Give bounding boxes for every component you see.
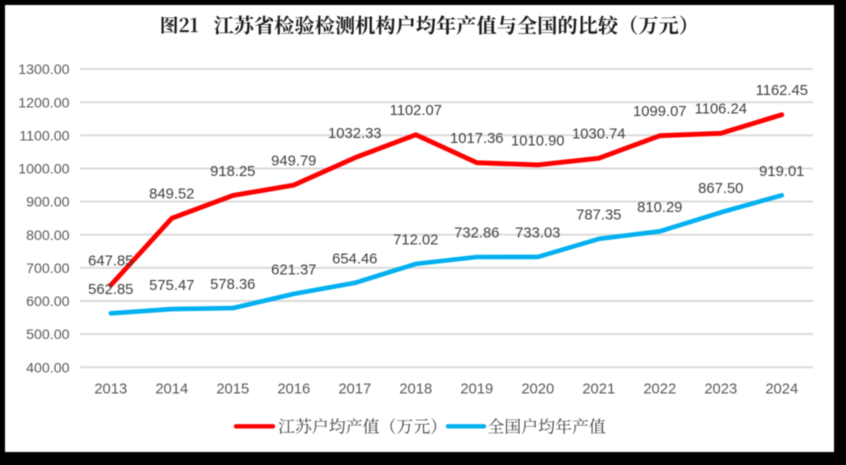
svg-text:1200.00: 1200.00 [18, 95, 69, 111]
svg-text:2017: 2017 [338, 381, 371, 397]
svg-text:800.00: 800.00 [26, 228, 70, 244]
svg-text:712.02: 712.02 [393, 233, 438, 249]
svg-text:1030.74: 1030.74 [572, 127, 626, 143]
svg-text:654.46: 654.46 [332, 252, 377, 268]
svg-text:2022: 2022 [643, 381, 676, 397]
svg-text:787.35: 787.35 [576, 208, 621, 224]
svg-text:621.37: 621.37 [271, 263, 316, 279]
svg-text:2013: 2013 [94, 381, 127, 397]
svg-text:2015: 2015 [216, 381, 249, 397]
svg-text:700.00: 700.00 [26, 261, 70, 277]
svg-text:600.00: 600.00 [26, 294, 70, 310]
svg-text:1017.36: 1017.36 [450, 131, 504, 147]
svg-text:562.85: 562.85 [88, 282, 133, 298]
svg-text:2024: 2024 [765, 381, 798, 397]
svg-text:1032.33: 1032.33 [328, 126, 382, 142]
svg-text:949.79: 949.79 [271, 154, 316, 170]
svg-text:647.85: 647.85 [88, 254, 133, 270]
svg-text:500.00: 500.00 [26, 327, 70, 343]
svg-text:1300.00: 1300.00 [18, 62, 69, 78]
svg-text:1010.90: 1010.90 [511, 133, 565, 149]
svg-text:1000.00: 1000.00 [18, 162, 69, 178]
svg-text:900.00: 900.00 [26, 195, 70, 211]
svg-text:2016: 2016 [277, 381, 310, 397]
svg-text:1106.24: 1106.24 [695, 102, 747, 118]
svg-text:849.52: 849.52 [149, 187, 194, 203]
svg-text:575.47: 575.47 [149, 278, 194, 294]
svg-text:2019: 2019 [460, 381, 493, 397]
svg-text:1100.00: 1100.00 [19, 128, 69, 144]
svg-text:2023: 2023 [704, 381, 737, 397]
svg-text:578.36: 578.36 [210, 277, 255, 293]
svg-text:2014: 2014 [155, 381, 188, 397]
svg-text:1099.07: 1099.07 [633, 104, 687, 120]
svg-text:1162.45: 1162.45 [756, 83, 808, 99]
svg-text:919.01: 919.01 [759, 164, 804, 180]
svg-text:1102.07: 1102.07 [390, 103, 442, 119]
svg-text:732.86: 732.86 [454, 226, 499, 242]
svg-text:733.03: 733.03 [515, 226, 560, 242]
svg-text:2021: 2021 [582, 381, 615, 397]
svg-text:867.50: 867.50 [698, 181, 743, 197]
svg-text:2018: 2018 [399, 381, 432, 397]
svg-text:810.29: 810.29 [637, 200, 682, 216]
svg-text:2020: 2020 [521, 381, 554, 397]
svg-text:918.25: 918.25 [210, 164, 255, 180]
svg-text:400.00: 400.00 [26, 360, 70, 376]
